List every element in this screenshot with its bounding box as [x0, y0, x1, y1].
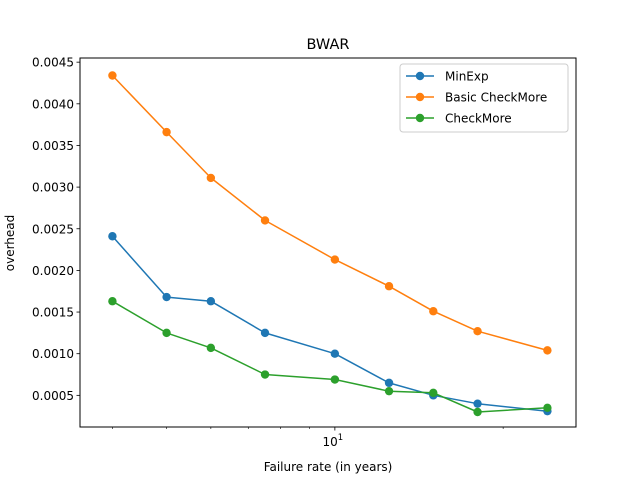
data-point — [330, 255, 340, 264]
y-tick-label: 0.0040 — [32, 97, 74, 111]
legend-marker — [415, 113, 425, 123]
legend-label: Basic CheckMore — [445, 91, 547, 105]
data-point — [108, 232, 117, 241]
plot-frame — [79, 57, 577, 428]
data-point — [330, 375, 340, 384]
data-point — [384, 378, 394, 388]
data-point — [543, 403, 552, 413]
legend-marker — [415, 71, 425, 81]
data-point — [429, 307, 438, 316]
data-point — [260, 328, 270, 338]
chart-title: BWAR — [307, 37, 350, 53]
y-tick-label: 0.0015 — [32, 306, 74, 320]
series-1 — [108, 71, 552, 355]
data-point — [162, 292, 171, 302]
data-point — [384, 282, 394, 291]
x-tick-exponent: 1 — [338, 433, 343, 443]
y-tick-label: 0.0035 — [32, 139, 74, 153]
data-point — [162, 127, 171, 137]
y-tick-label: 0.0025 — [32, 222, 74, 236]
y-tick-label: 0.0005 — [32, 389, 74, 403]
data-point — [384, 386, 394, 396]
data-point — [206, 173, 216, 183]
x-tick-base: 10 — [323, 435, 338, 449]
legend-label: MinExp — [445, 70, 489, 84]
series-2 — [108, 297, 552, 417]
y-tick-label: 0.0030 — [32, 181, 74, 195]
data-point — [330, 349, 340, 358]
y-tick-label: 0.0010 — [32, 347, 74, 361]
data-point — [473, 327, 482, 336]
data-point — [429, 388, 438, 398]
x-tick-label: 101 — [323, 433, 344, 449]
legend-item: Basic CheckMore — [406, 91, 547, 105]
y-axis-label: overhead — [3, 215, 17, 272]
legend-marker — [415, 92, 425, 102]
legend-item: CheckMore — [406, 112, 512, 126]
y-axis: 0.0005 0.0010 0.0015 0.0020 0.0025 0.0030 0.00… — [32, 56, 80, 403]
legend-item: MinExp — [406, 70, 489, 84]
y-tick-label: 0.0020 — [32, 264, 74, 278]
legend-box — [399, 63, 569, 133]
x-axis-label: Failure rate (in years) — [264, 460, 393, 474]
legend-label: CheckMore — [445, 112, 512, 126]
data-point — [543, 346, 552, 355]
y-tick-label: 0.0045 — [32, 56, 74, 70]
data-point — [260, 370, 270, 379]
data-point — [162, 328, 171, 338]
legend: MinExp Basic CheckMore CheckMore — [399, 63, 569, 133]
data-point — [260, 216, 270, 225]
data-point — [206, 343, 216, 353]
data-point — [108, 297, 117, 306]
x-axis: 101 — [112, 427, 504, 449]
data-point — [206, 297, 216, 306]
data-point — [473, 407, 482, 417]
series-layer — [108, 71, 552, 417]
data-point — [108, 71, 117, 80]
data-point — [473, 399, 482, 408]
